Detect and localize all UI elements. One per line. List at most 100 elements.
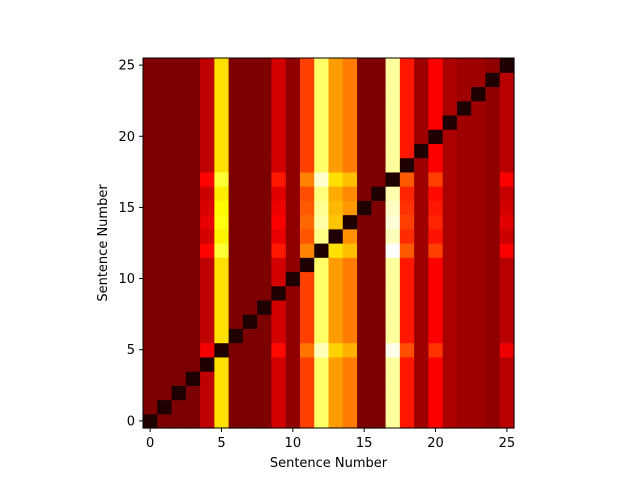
heatmap-cell xyxy=(314,143,330,159)
heatmap-cell xyxy=(228,100,244,116)
heatmap-cell xyxy=(385,129,401,144)
heatmap-cell xyxy=(242,399,258,415)
heatmap-cell xyxy=(385,157,401,173)
heatmap-cell xyxy=(185,228,201,244)
heatmap-cell xyxy=(285,186,301,201)
heatmap-cell xyxy=(442,86,458,102)
heatmap-cell xyxy=(314,186,330,201)
heatmap-cell xyxy=(143,271,158,287)
heatmap-cell xyxy=(242,114,258,130)
heatmap-cell xyxy=(143,143,158,159)
heatmap-cell xyxy=(428,371,444,386)
heatmap-cell xyxy=(385,186,401,201)
heatmap-cell xyxy=(328,157,344,173)
heatmap-cell xyxy=(485,129,501,144)
heatmap-cell xyxy=(485,243,501,258)
heatmap-cell xyxy=(385,257,401,273)
heatmap-cell xyxy=(342,72,358,88)
heatmap-cell xyxy=(242,157,258,173)
heatmap-cell xyxy=(157,385,173,401)
heatmap-cell xyxy=(428,342,444,358)
heatmap-cell xyxy=(314,299,330,315)
heatmap-cell xyxy=(399,271,415,287)
heatmap-cells xyxy=(143,58,515,429)
heatmap-cell xyxy=(328,143,344,159)
heatmap-cell xyxy=(200,171,215,187)
heatmap-cell xyxy=(285,342,301,358)
heatmap-cell xyxy=(442,342,458,358)
heatmap-cell xyxy=(442,299,458,315)
heatmap-cell xyxy=(499,86,515,102)
heatmap-cell xyxy=(299,285,315,301)
heatmap-cell xyxy=(200,257,215,273)
heatmap-cell xyxy=(271,342,287,358)
heatmap-cell xyxy=(456,371,472,386)
heatmap-cell xyxy=(414,72,429,88)
heatmap-cell xyxy=(171,200,187,216)
heatmap-cell xyxy=(414,100,429,116)
y-tick-label: 10 xyxy=(118,272,135,287)
heatmap-cell xyxy=(456,200,472,216)
heatmap-cell xyxy=(456,342,472,358)
heatmap-cell xyxy=(442,328,458,344)
heatmap-cell xyxy=(342,328,358,344)
heatmap-cell xyxy=(471,356,487,372)
heatmap-cell xyxy=(143,157,158,173)
heatmap-cell xyxy=(456,114,472,130)
heatmap-cell xyxy=(456,143,472,159)
heatmap-cell xyxy=(271,157,287,173)
heatmap-cell xyxy=(428,171,444,187)
heatmap-cell xyxy=(271,72,287,88)
heatmap-cell xyxy=(414,399,429,415)
heatmap-cell xyxy=(328,72,344,88)
heatmap-cell xyxy=(157,342,173,358)
heatmap-cell xyxy=(385,356,401,372)
heatmap-cell xyxy=(257,243,273,258)
heatmap-cell xyxy=(485,342,501,358)
heatmap-cell xyxy=(328,214,344,230)
heatmap-cell xyxy=(200,129,215,144)
heatmap-cell xyxy=(471,228,487,244)
heatmap-cell xyxy=(214,371,230,386)
heatmap-cell xyxy=(285,399,301,415)
heatmap-cell xyxy=(143,285,158,301)
heatmap-cell xyxy=(357,228,372,244)
heatmap-cell xyxy=(242,214,258,230)
heatmap-cell xyxy=(471,186,487,201)
heatmap-cell xyxy=(314,328,330,344)
heatmap-cell xyxy=(257,143,273,159)
heatmap-cell xyxy=(371,243,387,258)
heatmap-cell xyxy=(228,228,244,244)
heatmap-cell xyxy=(442,356,458,372)
heatmap-cell xyxy=(200,271,215,287)
heatmap-cell xyxy=(143,356,158,372)
heatmap-cell xyxy=(456,86,472,102)
heatmap-cell xyxy=(271,143,287,159)
heatmap-cell xyxy=(242,100,258,116)
heatmap-cell xyxy=(242,257,258,273)
heatmap-cell xyxy=(485,72,501,88)
heatmap-cell xyxy=(442,129,458,144)
heatmap-cell xyxy=(471,171,487,187)
heatmap-cell xyxy=(157,214,173,230)
heatmap-cell xyxy=(157,200,173,216)
heatmap-cell xyxy=(399,399,415,415)
heatmap-cell xyxy=(428,214,444,230)
heatmap-cell xyxy=(399,114,415,130)
heatmap-cell xyxy=(456,72,472,88)
heatmap-cell xyxy=(342,171,358,187)
heatmap-cell xyxy=(200,58,215,73)
heatmap-cell xyxy=(299,58,315,73)
heatmap-cell xyxy=(399,100,415,116)
heatmap-cell xyxy=(357,157,372,173)
x-tick-label: 25 xyxy=(499,436,516,451)
heatmap-cell xyxy=(442,58,458,73)
heatmap-cell xyxy=(399,328,415,344)
heatmap-cell xyxy=(471,399,487,415)
heatmap-cell xyxy=(185,200,201,216)
heatmap-cell xyxy=(257,58,273,73)
heatmap-cell xyxy=(499,129,515,144)
heatmap-cell xyxy=(499,143,515,159)
heatmap-cell xyxy=(499,356,515,372)
heatmap-cell xyxy=(428,271,444,287)
